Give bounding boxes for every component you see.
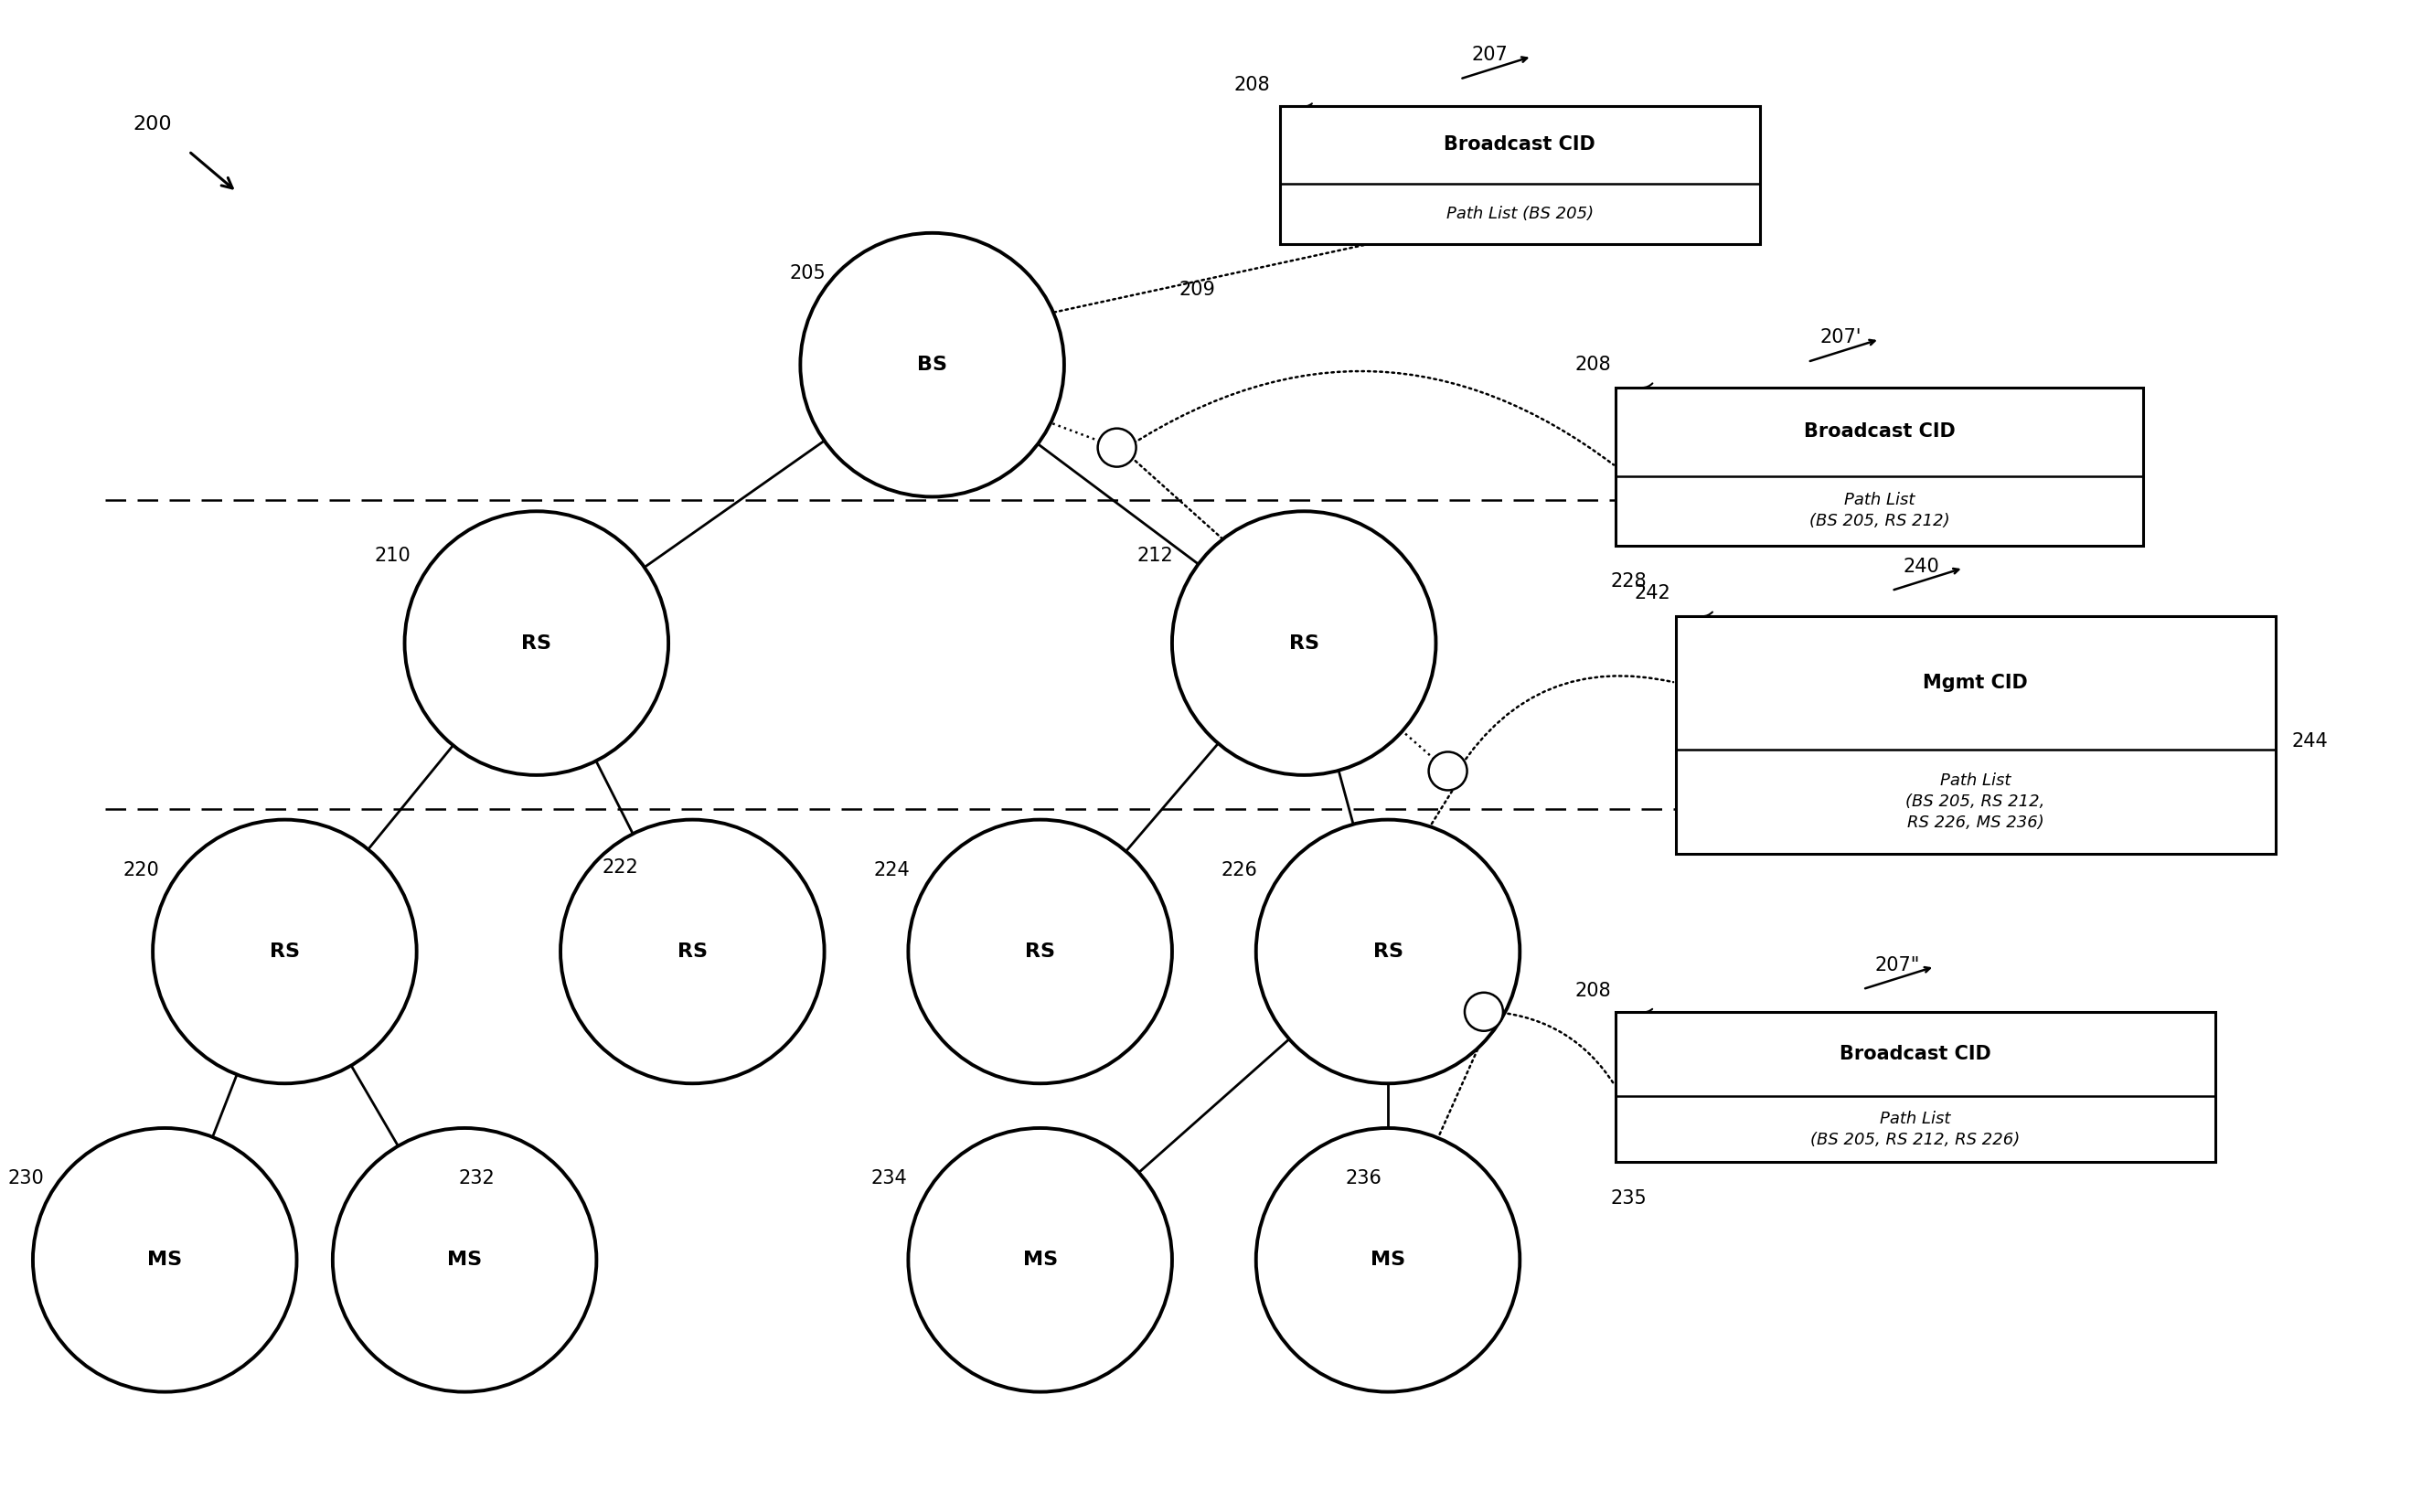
Text: 224: 224 xyxy=(873,860,909,880)
Text: 228: 228 xyxy=(1611,573,1647,591)
Text: MS: MS xyxy=(446,1250,482,1269)
Text: Broadcast CID: Broadcast CID xyxy=(1840,1045,1991,1063)
Text: Path List (BS 205): Path List (BS 205) xyxy=(1447,206,1594,222)
Text: 207': 207' xyxy=(1820,328,1861,346)
Bar xyxy=(1280,106,1760,245)
Bar xyxy=(1615,1012,2216,1163)
Ellipse shape xyxy=(1430,751,1466,791)
Bar xyxy=(1676,615,2276,854)
Ellipse shape xyxy=(405,511,668,776)
Ellipse shape xyxy=(152,820,417,1084)
Text: 210: 210 xyxy=(374,547,410,565)
Ellipse shape xyxy=(1172,511,1437,776)
Text: Mgmt CID: Mgmt CID xyxy=(1924,673,2028,692)
Text: Broadcast CID: Broadcast CID xyxy=(1444,136,1596,154)
Text: 208: 208 xyxy=(1234,76,1271,94)
Text: RS: RS xyxy=(1290,634,1319,652)
Ellipse shape xyxy=(800,233,1063,497)
Text: 209: 209 xyxy=(1179,281,1215,299)
Text: Path List
(BS 205, RS 212, RS 226): Path List (BS 205, RS 212, RS 226) xyxy=(1811,1110,2020,1148)
Text: RS: RS xyxy=(1025,942,1056,960)
Text: 242: 242 xyxy=(1635,584,1671,603)
Text: MS: MS xyxy=(1369,1250,1406,1269)
Text: 222: 222 xyxy=(603,859,639,877)
Text: 205: 205 xyxy=(788,263,825,283)
Text: MS: MS xyxy=(147,1250,183,1269)
Ellipse shape xyxy=(559,820,825,1084)
Text: Path List
(BS 205, RS 212,
RS 226, MS 236): Path List (BS 205, RS 212, RS 226, MS 23… xyxy=(1905,773,2045,830)
Text: 212: 212 xyxy=(1138,547,1174,565)
Ellipse shape xyxy=(1256,820,1519,1084)
Text: RS: RS xyxy=(521,634,552,652)
Text: RS: RS xyxy=(1372,942,1403,960)
Bar xyxy=(1615,387,2143,546)
Text: 207: 207 xyxy=(1471,45,1509,64)
Ellipse shape xyxy=(909,820,1172,1084)
Text: 200: 200 xyxy=(133,115,171,133)
Ellipse shape xyxy=(333,1128,596,1393)
Ellipse shape xyxy=(1256,1128,1519,1393)
Text: 220: 220 xyxy=(123,860,159,880)
Text: 244: 244 xyxy=(2293,732,2329,750)
Ellipse shape xyxy=(34,1128,297,1393)
Text: 235: 235 xyxy=(1611,1190,1647,1208)
Text: RS: RS xyxy=(677,942,706,960)
Text: 232: 232 xyxy=(458,1169,494,1188)
Text: 234: 234 xyxy=(870,1169,907,1188)
Text: 208: 208 xyxy=(1574,981,1611,999)
Text: 226: 226 xyxy=(1220,860,1259,880)
Text: MS: MS xyxy=(1022,1250,1058,1269)
Text: RS: RS xyxy=(270,942,299,960)
Ellipse shape xyxy=(1097,428,1136,467)
Text: 236: 236 xyxy=(1345,1169,1382,1188)
Ellipse shape xyxy=(1463,992,1502,1031)
Text: Path List
(BS 205, RS 212): Path List (BS 205, RS 212) xyxy=(1808,491,1950,529)
Text: 240: 240 xyxy=(1905,558,1941,576)
Text: 208: 208 xyxy=(1574,355,1611,373)
Text: 230: 230 xyxy=(7,1169,43,1188)
Text: 207": 207" xyxy=(1876,956,1919,974)
Text: Broadcast CID: Broadcast CID xyxy=(1803,422,1955,442)
Ellipse shape xyxy=(909,1128,1172,1393)
Text: BS: BS xyxy=(916,355,948,373)
